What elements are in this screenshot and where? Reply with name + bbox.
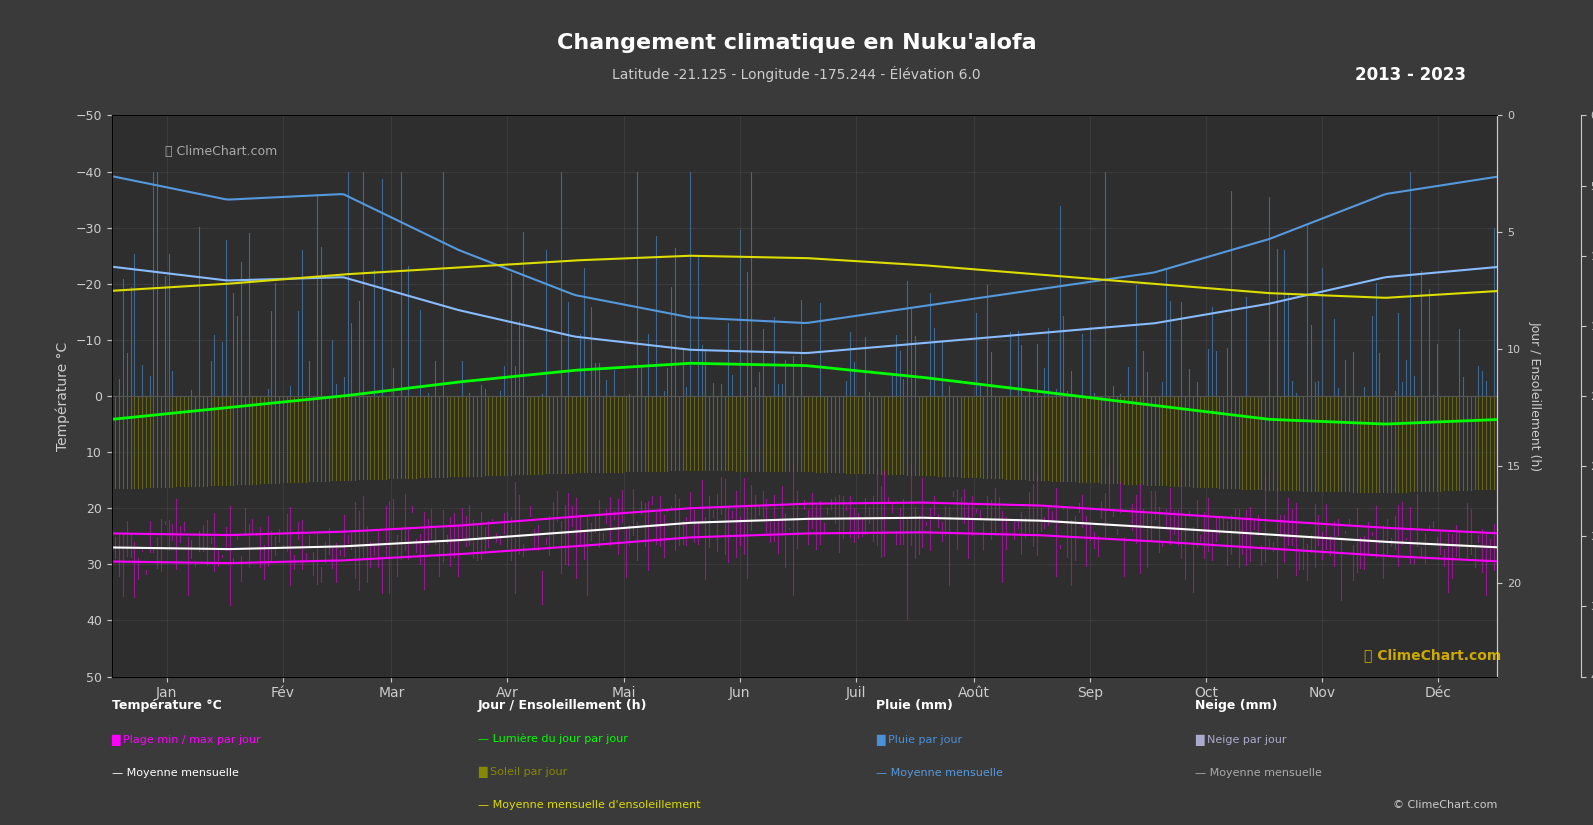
Text: 2013 - 2023: 2013 - 2023 bbox=[1354, 66, 1466, 84]
Text: 🌍 ClimeChart.com: 🌍 ClimeChart.com bbox=[1364, 648, 1502, 662]
Y-axis label: Température °C: Température °C bbox=[56, 342, 70, 450]
Text: 🌍 ClimeChart.com: 🌍 ClimeChart.com bbox=[164, 144, 277, 158]
Text: █ Soleil par jour: █ Soleil par jour bbox=[478, 767, 567, 779]
Text: █ Plage min / max par jour: █ Plage min / max par jour bbox=[112, 734, 261, 746]
Y-axis label: Jour / Ensoleillement (h): Jour / Ensoleillement (h) bbox=[1529, 321, 1542, 471]
Text: — Lumière du jour par jour: — Lumière du jour par jour bbox=[478, 734, 628, 744]
Text: Jour / Ensoleillement (h): Jour / Ensoleillement (h) bbox=[478, 700, 647, 713]
Text: █ Neige par jour: █ Neige par jour bbox=[1195, 734, 1286, 746]
Text: — Moyenne mensuelle d'ensoleillement: — Moyenne mensuelle d'ensoleillement bbox=[478, 800, 701, 810]
Text: — Moyenne mensuelle: — Moyenne mensuelle bbox=[112, 767, 239, 777]
Text: Température °C: Température °C bbox=[112, 700, 221, 713]
Text: Pluie (mm): Pluie (mm) bbox=[876, 700, 953, 713]
Text: — Moyenne mensuelle: — Moyenne mensuelle bbox=[1195, 767, 1322, 777]
Text: Latitude -21.125 - Longitude -175.244 - Élévation 6.0: Latitude -21.125 - Longitude -175.244 - … bbox=[612, 66, 981, 82]
Text: © ClimeChart.com: © ClimeChart.com bbox=[1392, 800, 1497, 810]
Text: Neige (mm): Neige (mm) bbox=[1195, 700, 1278, 713]
Text: █ Pluie par jour: █ Pluie par jour bbox=[876, 734, 962, 746]
Text: Changement climatique en Nuku'alofa: Changement climatique en Nuku'alofa bbox=[556, 33, 1037, 53]
Text: — Moyenne mensuelle: — Moyenne mensuelle bbox=[876, 767, 1004, 777]
